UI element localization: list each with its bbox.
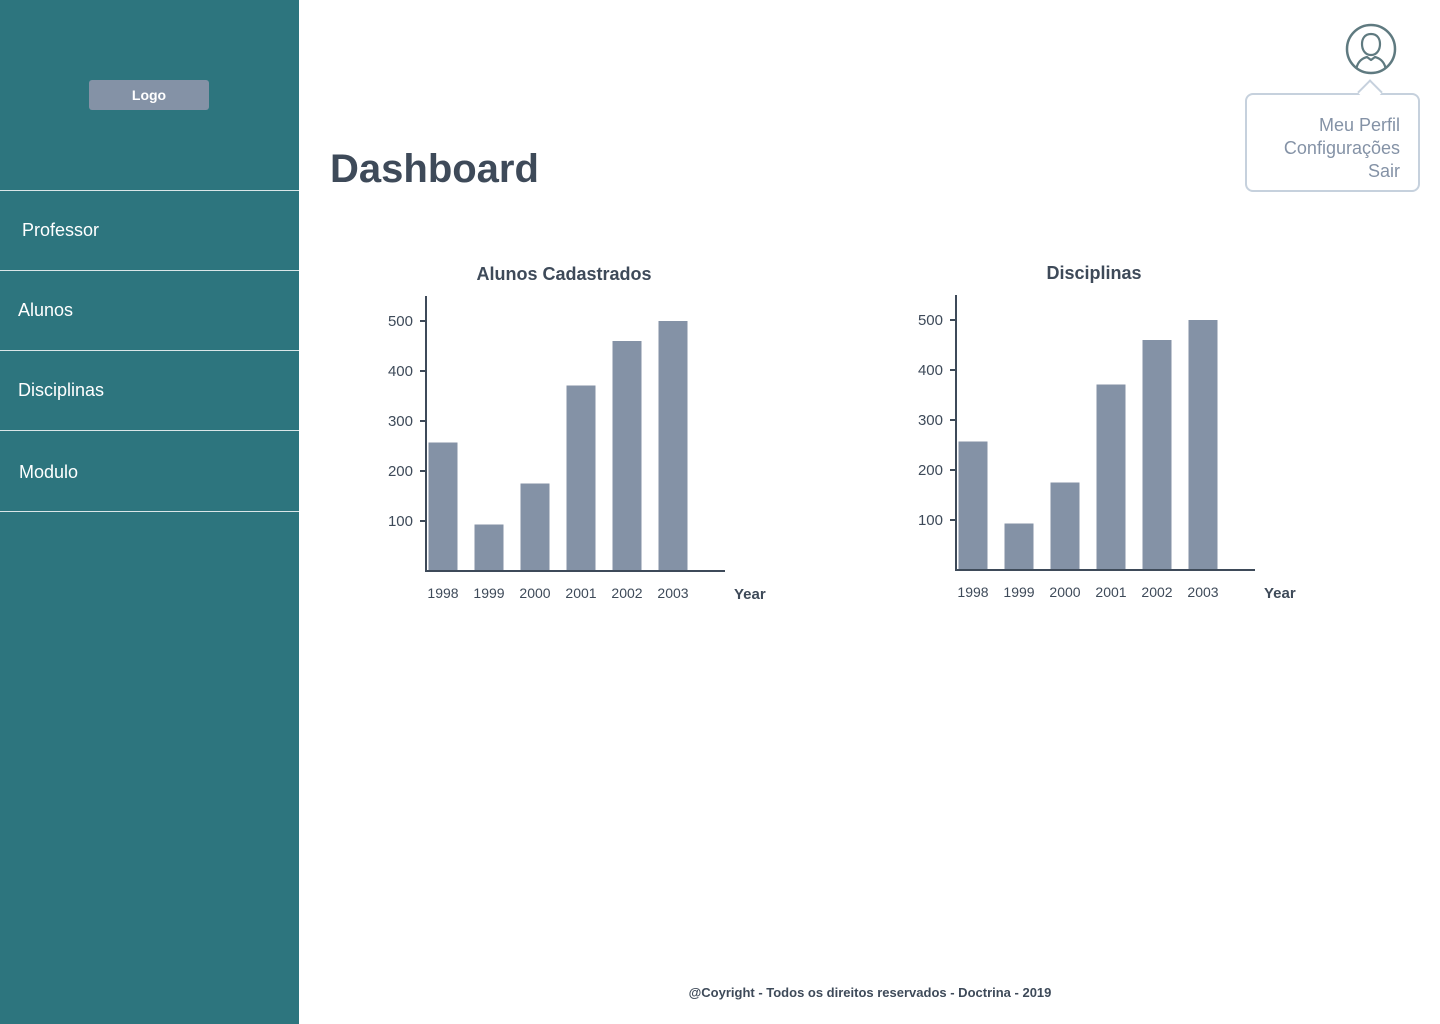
bar-2001 xyxy=(566,385,596,571)
user-avatar-svg xyxy=(1345,23,1397,75)
y-tick-label: 400 xyxy=(388,363,413,380)
chart-alunos-cadastrados: Alunos Cadastrados 1998 1999 2000 2001 2002 20… xyxy=(338,250,788,610)
bar-2000 xyxy=(520,483,550,571)
user-dropdown-menu: Meu Perfil Configurações Sair xyxy=(1245,93,1420,192)
x-tick-label: 2000 xyxy=(519,585,550,601)
bar-2003 xyxy=(1188,320,1218,570)
y-tick-label: 100 xyxy=(388,513,413,530)
chart-svg: Disciplinas 1998 1999 2000 2001 2002 2003 100 20… xyxy=(918,263,1296,602)
sidebar-item-label: Professor xyxy=(22,220,100,240)
sidebar-item-disciplinas[interactable]: Disciplinas xyxy=(0,351,299,431)
bar-1998 xyxy=(428,442,458,571)
menu-item-meu-perfil[interactable]: Meu Perfil xyxy=(1318,115,1400,135)
x-axis-label: Year xyxy=(1264,585,1296,602)
y-tick-label: 200 xyxy=(918,462,943,479)
x-tick-label: 2002 xyxy=(1141,584,1172,600)
x-tick-label: 1999 xyxy=(473,585,504,601)
y-tick-label: 100 xyxy=(918,512,943,529)
sidebar-item-label: Alunos xyxy=(18,300,74,320)
bar-1999 xyxy=(1004,523,1034,570)
bar-2001 xyxy=(1096,384,1126,570)
sidebar-item-label: Modulo xyxy=(19,462,79,482)
bar-2003 xyxy=(658,321,688,571)
y-tick-label: 300 xyxy=(918,412,943,429)
x-tick-label: 2001 xyxy=(1095,584,1126,600)
sidebar-item-modulo[interactable]: Modulo xyxy=(0,431,299,512)
sidebar-item-label: Disciplinas xyxy=(18,380,105,400)
y-tick-label: 500 xyxy=(918,312,943,329)
logo: Logo xyxy=(89,80,209,110)
page-title: Dashboard xyxy=(330,147,539,191)
bar-2002 xyxy=(612,341,642,571)
chart-svg: Alunos Cadastrados 1998 1999 2000 2001 2002 20… xyxy=(388,264,766,603)
x-axis-label: Year xyxy=(734,586,766,603)
x-tick-label: 2003 xyxy=(657,585,688,601)
y-tick-label: 500 xyxy=(388,313,413,330)
y-tick-label: 300 xyxy=(388,413,413,430)
menu-item-sair[interactable]: Sair xyxy=(1367,161,1400,181)
menu-item-configuracoes[interactable]: Configurações xyxy=(1283,138,1400,158)
y-tick-label: 200 xyxy=(388,463,413,480)
x-tick-label: 2001 xyxy=(565,585,596,601)
x-tick-label: 1998 xyxy=(427,585,458,601)
sidebar-item-alunos[interactable]: Alunos xyxy=(0,271,299,351)
chart-disciplinas: Disciplinas 1998 1999 2000 2001 2002 2003 100 20… xyxy=(868,249,1318,609)
y-tick-label: 400 xyxy=(918,362,943,379)
x-tick-label: 1999 xyxy=(1003,584,1034,600)
bar-2000 xyxy=(1050,482,1080,570)
x-tick-label: 2003 xyxy=(1187,584,1218,600)
chart-title: Disciplinas xyxy=(1046,263,1141,283)
user-menu-list: Meu Perfil Configurações Sair xyxy=(1284,114,1400,183)
footer-copyright: @Coyright - Todos os direitos reservados… xyxy=(688,985,1052,1000)
x-tick-label: 1998 xyxy=(957,584,988,600)
bar-1999 xyxy=(474,524,504,571)
sidebar: Logo Professor Alunos Disciplinas Modulo xyxy=(0,0,299,1024)
user-avatar-icon[interactable] xyxy=(1345,23,1397,75)
x-tick-label: 2000 xyxy=(1049,584,1080,600)
chart-title: Alunos Cadastrados xyxy=(476,264,651,284)
x-tick-label: 2002 xyxy=(611,585,642,601)
bar-1998 xyxy=(958,441,988,570)
sidebar-nav: Professor Alunos Disciplinas Modulo xyxy=(0,190,299,512)
sidebar-item-professor[interactable]: Professor xyxy=(0,191,299,271)
bar-2002 xyxy=(1142,340,1172,570)
